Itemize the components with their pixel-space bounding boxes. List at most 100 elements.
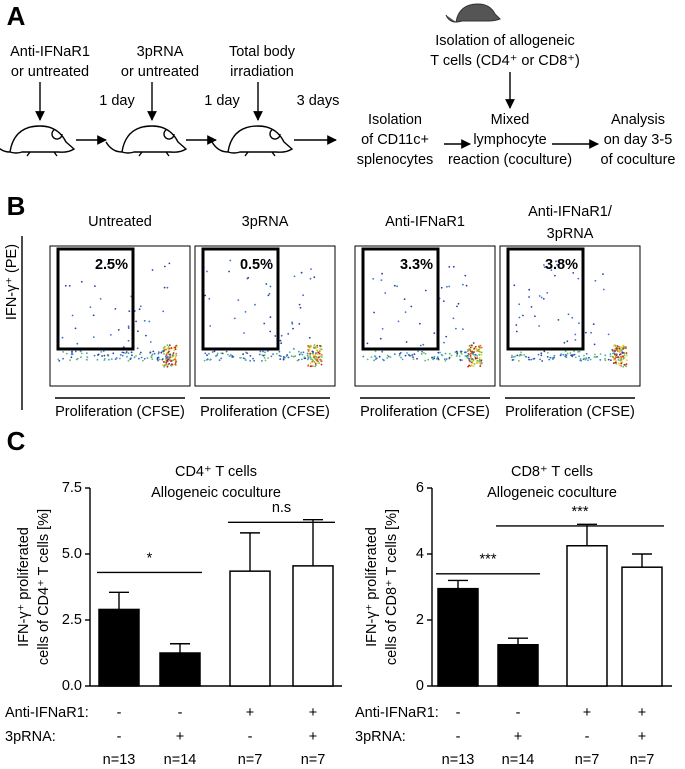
dot	[541, 360, 544, 362]
dot	[622, 356, 625, 358]
dot	[410, 305, 413, 308]
dot	[94, 285, 96, 287]
dot	[264, 359, 267, 362]
dot	[479, 365, 482, 367]
y-tick-label: 7.5	[62, 480, 82, 496]
dot	[400, 356, 402, 359]
dot	[553, 355, 556, 357]
dot	[239, 356, 241, 359]
dot	[267, 294, 270, 297]
dot	[604, 354, 607, 357]
plot-frame	[354, 245, 496, 387]
dot	[614, 361, 617, 364]
dot	[478, 350, 481, 353]
y-axis-label: cells of CD4⁺ T cells [%]	[36, 509, 52, 665]
dot	[479, 347, 481, 350]
dot	[420, 353, 423, 355]
dot	[176, 345, 178, 348]
dot	[209, 358, 212, 361]
dot	[117, 329, 120, 331]
stage-text: Mixed	[491, 112, 530, 128]
dot	[315, 364, 317, 367]
dot	[313, 276, 316, 279]
dot	[307, 345, 310, 347]
dot	[573, 350, 575, 353]
dot	[309, 356, 312, 359]
dot	[280, 342, 283, 345]
dot	[588, 356, 590, 359]
dot	[262, 350, 264, 353]
dot	[450, 354, 453, 357]
dot	[518, 303, 521, 306]
plot-title: Anti-IFNaR1/	[528, 204, 613, 220]
dot	[620, 349, 622, 352]
dot	[470, 357, 472, 359]
dot	[439, 351, 441, 354]
dot	[520, 354, 523, 357]
dot	[623, 354, 626, 357]
dot	[613, 348, 616, 351]
dot	[571, 316, 574, 319]
dot	[396, 285, 398, 288]
y-tick-label: 0.0	[62, 678, 82, 694]
dot	[286, 354, 289, 356]
dot	[539, 358, 541, 361]
row-label: Anti-IFNaR1:	[355, 705, 439, 721]
y-axis-label: cells of CD8⁺ T cells [%]	[384, 509, 400, 665]
dot	[269, 285, 272, 288]
row-value: +	[514, 729, 522, 745]
dot	[167, 349, 170, 352]
dot	[280, 334, 283, 337]
dot	[258, 353, 261, 356]
dot	[384, 292, 387, 294]
dot	[372, 278, 375, 280]
dot	[465, 284, 468, 287]
dot	[86, 358, 88, 361]
dot	[140, 356, 143, 359]
dot	[75, 358, 78, 361]
dot	[540, 354, 543, 357]
dot	[614, 350, 616, 352]
stage-text: of coculture	[601, 152, 676, 168]
dot	[585, 357, 588, 360]
row-value: +	[309, 705, 317, 721]
dot	[225, 350, 228, 353]
dot	[609, 355, 612, 358]
dot	[267, 350, 269, 352]
dot	[468, 344, 471, 347]
dot	[462, 283, 464, 286]
dot	[511, 354, 513, 357]
plot-title: 3pRNA	[242, 214, 289, 230]
dot	[398, 353, 401, 355]
dot	[80, 356, 82, 358]
dot	[216, 354, 219, 356]
dot	[119, 357, 121, 360]
dot	[381, 272, 383, 275]
dot	[567, 313, 570, 316]
dot	[546, 292, 549, 294]
step-text: Anti-IFNaR1	[10, 44, 90, 60]
dot	[131, 354, 133, 357]
dot	[307, 348, 309, 351]
dot	[593, 343, 596, 346]
gate	[56, 247, 135, 351]
dot	[127, 339, 130, 342]
dot	[607, 358, 610, 361]
dot	[476, 354, 479, 357]
dot	[478, 357, 481, 359]
dot	[596, 355, 598, 358]
dot	[604, 359, 607, 362]
dot	[622, 365, 625, 368]
dot	[584, 358, 587, 361]
dot	[471, 351, 474, 353]
dot	[165, 354, 168, 356]
dot	[617, 362, 620, 365]
dot	[460, 353, 463, 355]
stage-text: on day 3-5	[604, 132, 673, 148]
dot	[612, 352, 614, 355]
dot	[80, 280, 83, 283]
dot	[472, 358, 475, 361]
dot	[292, 355, 295, 358]
dot	[243, 332, 246, 334]
dot	[437, 351, 440, 354]
